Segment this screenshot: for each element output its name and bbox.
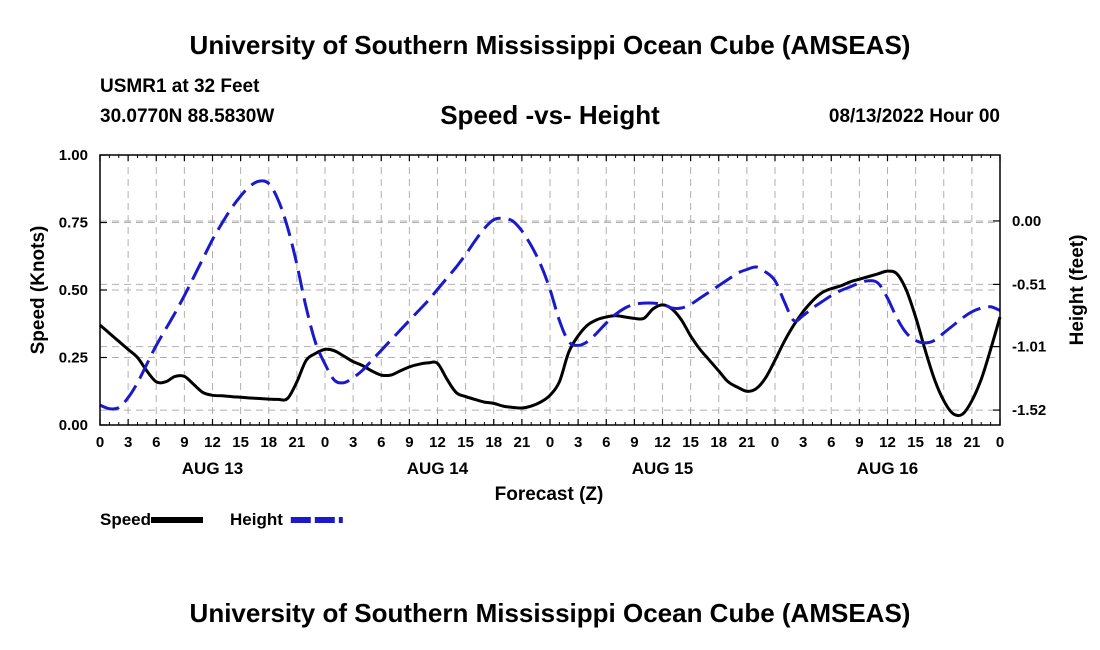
x-tick-label: 3 <box>799 434 807 451</box>
station-label: USMR1 at 32 Feet <box>100 76 260 97</box>
day-label: AUG 16 <box>857 459 918 478</box>
x-tick-label: 15 <box>232 434 249 451</box>
footer-title: University of Southern Mississippi Ocean… <box>189 598 911 628</box>
day-label: AUG 13 <box>182 459 243 478</box>
legend-label-height: Height <box>230 510 283 529</box>
y2-tick-label: -1.01 <box>1012 339 1046 356</box>
x-tick-label: 3 <box>124 434 132 451</box>
coordinates-label: 30.0770N 88.5830W <box>100 106 275 127</box>
x-tick-label: 18 <box>935 434 952 451</box>
x-tick-label: 0 <box>321 434 329 451</box>
x-tick-label: 18 <box>260 434 277 451</box>
x-tick-label: 6 <box>602 434 610 451</box>
legend-label-speed: Speed <box>100 510 151 529</box>
axes: 0 3 6 9 12 15 18 21 0 3 6 9 12 15 18 21 0 3 6 9 12 15 18 21 0 3 6 9… <box>59 147 1046 478</box>
x-tick-label: 21 <box>964 434 981 451</box>
x-tick-label: 9 <box>405 434 413 451</box>
x-tick-label: 21 <box>514 434 531 451</box>
x-tick-label: 12 <box>204 434 221 451</box>
y2-tick-label: -0.51 <box>1012 276 1046 293</box>
x-tick-label: 0 <box>771 434 779 451</box>
series-layer <box>99 179 1002 418</box>
y-tick-label: 0.75 <box>59 215 88 232</box>
y-axis-label-right: Height (feet) <box>1067 235 1088 346</box>
x-tick-label: 15 <box>682 434 699 451</box>
x-tick-label: 3 <box>574 434 582 451</box>
x-tick-label: 3 <box>349 434 357 451</box>
chart-subtitle: Speed -vs- Height <box>440 100 660 130</box>
x-tick-label: 9 <box>180 434 188 451</box>
x-tick-label: 18 <box>485 434 502 451</box>
y-tick-label: 0.50 <box>59 282 88 299</box>
day-label: AUG 14 <box>407 459 469 478</box>
x-tick-label: 15 <box>457 434 474 451</box>
x-tick-label: 6 <box>152 434 160 451</box>
grid <box>100 155 1000 425</box>
x-tick-label: 6 <box>377 434 385 451</box>
y2-tick-label: -1.52 <box>1012 402 1046 419</box>
x-tick-label: 6 <box>827 434 835 451</box>
y-axis-label-left: Speed (Knots) <box>28 226 49 355</box>
x-tick-label: 12 <box>429 434 446 451</box>
x-tick-label: 0 <box>996 434 1004 451</box>
x-tick-label: 18 <box>710 434 727 451</box>
x-tick-label: 12 <box>879 434 896 451</box>
y-tick-label: 0.00 <box>59 417 88 434</box>
x-tick-label: 15 <box>907 434 924 451</box>
series-line-speed <box>99 269 1002 418</box>
y2-tick-label: 0.00 <box>1012 213 1041 230</box>
date-hour-label: 08/13/2022 Hour 00 <box>828 106 1000 127</box>
x-tick-label: 9 <box>855 434 863 451</box>
y-tick-label: 0.25 <box>59 350 88 367</box>
x-tick-label: 0 <box>96 434 104 451</box>
x-tick-label: 12 <box>654 434 671 451</box>
day-label: AUG 15 <box>632 459 693 478</box>
x-tick-label: 21 <box>289 434 306 451</box>
main-title: University of Southern Mississippi Ocean… <box>189 30 911 60</box>
x-tick-label: 0 <box>546 434 554 451</box>
x-tick-label: 21 <box>739 434 756 451</box>
series-line-height <box>99 179 1001 411</box>
y-tick-label: 1.00 <box>59 147 88 164</box>
x-axis-label: Forecast (Z) <box>495 484 604 505</box>
x-tick-label: 9 <box>630 434 638 451</box>
legend: Speed Height <box>100 510 343 529</box>
